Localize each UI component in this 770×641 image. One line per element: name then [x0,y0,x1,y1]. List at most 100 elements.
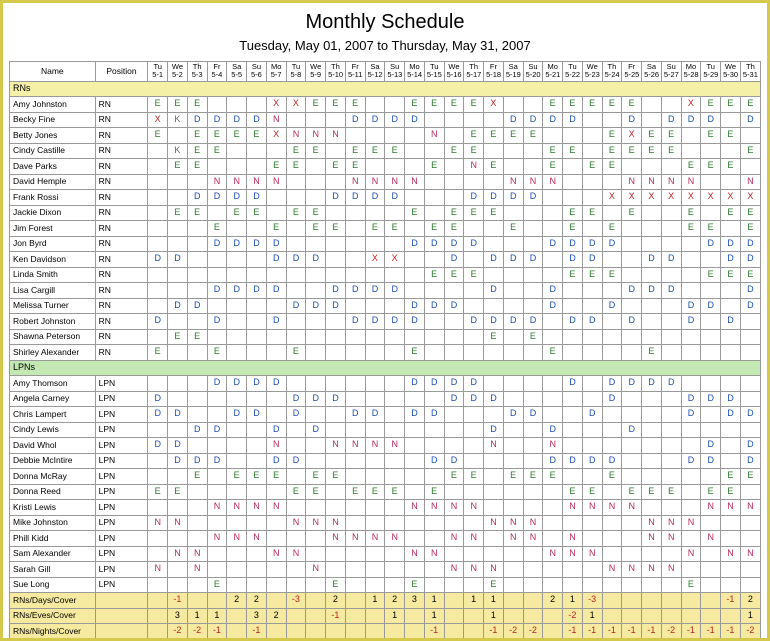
date-range: Tuesday, May 01, 2007 to Thursday, May 3… [9,38,761,53]
value-cell: E [464,205,484,221]
value-cell: N [464,159,484,175]
value-cell [286,608,306,624]
value-cell [227,267,247,283]
value-cell: D [602,453,622,469]
value-cell: D [701,298,721,314]
value-cell [464,407,484,423]
table-row: Dave ParksRNEEEEEEENEEEEEEE [10,159,761,175]
schedule-table: Name Position Tu5-1We5-2Th5-3Fr5-4Sa5-5S… [9,61,761,641]
value-cell: E [740,469,760,485]
value-cell [681,267,701,283]
table-body: RNsAmy JohnstonRNEEEXXEEEEEEEXEEEEEXEEEB… [10,81,761,641]
value-cell [642,422,662,438]
value-cell: E [721,97,741,113]
value-cell: N [642,174,662,190]
value-cell [543,314,563,330]
value-cell: N [266,112,286,128]
position-cell [95,593,148,609]
value-cell: D [424,236,444,252]
value-cell [385,500,405,516]
value-cell [148,469,168,485]
value-cell: E [503,221,523,237]
value-cell [563,391,583,407]
value-cell: D [424,376,444,392]
value-cell: N [503,515,523,531]
value-cell [266,267,286,283]
value-cell: N [365,438,385,454]
value-cell [365,624,385,640]
value-cell [424,112,444,128]
value-cell [582,391,602,407]
value-cell: E [326,469,346,485]
value-cell [661,608,681,624]
table-row: Lisa CargillRNDDDDDDDDDDDDDD [10,283,761,299]
value-cell: E [207,221,227,237]
value-cell: N [187,562,207,578]
position-cell: LPN [95,484,148,500]
position-cell: RN [95,174,148,190]
value-cell: X [484,97,504,113]
value-cell: D [148,407,168,423]
value-cell [247,453,267,469]
value-cell [326,143,346,159]
value-cell: N [247,531,267,547]
value-cell [721,562,741,578]
value-cell [345,391,365,407]
value-cell: N [464,500,484,516]
value-cell [345,469,365,485]
value-cell [187,345,207,361]
day-header: Sa5-12 [365,62,385,82]
value-cell [326,345,346,361]
table-row: Cindy CastilleRNKEEEEEEEEEEEEEEEE [10,143,761,159]
value-cell: E [602,159,622,175]
table-row: David HempleRNNNNNNNNNNNNNNNNN [10,174,761,190]
value-cell [424,329,444,345]
value-cell: E [187,128,207,144]
value-cell: N [701,531,721,547]
value-cell: X [622,190,642,206]
value-cell: X [148,112,168,128]
day-header: Fr5-4 [207,62,227,82]
value-cell [148,546,168,562]
value-cell [740,314,760,330]
position-cell: RN [95,236,148,252]
value-cell [661,298,681,314]
value-cell [543,190,563,206]
value-cell: D [286,453,306,469]
value-cell: D [306,391,326,407]
value-cell: D [227,376,247,392]
value-cell: D [523,190,543,206]
value-cell [721,221,741,237]
value-cell: E [642,128,662,144]
value-cell: E [642,345,662,361]
value-cell: N [622,174,642,190]
day-header: Th5-3 [187,62,207,82]
name-cell: RNs/Nights/Cover [10,624,96,640]
value-cell [523,577,543,593]
value-cell [681,128,701,144]
value-cell: D [740,453,760,469]
value-cell: E [306,205,326,221]
value-cell: N [227,500,247,516]
value-cell: N [326,531,346,547]
value-cell: D [405,376,425,392]
value-cell [266,143,286,159]
name-cell: Sarah Gill [10,562,96,578]
name-cell: Amy Johnston [10,97,96,113]
day-header: Sa5-26 [642,62,662,82]
value-cell [405,515,425,531]
value-cell: D [681,453,701,469]
value-cell [187,577,207,593]
value-cell [523,97,543,113]
value-cell: E [484,329,504,345]
value-cell [227,515,247,531]
value-cell [207,267,227,283]
value-cell [622,546,642,562]
name-cell: Mike Johnston [10,515,96,531]
name-cell: Melissa Turner [10,298,96,314]
value-cell [247,515,267,531]
value-cell [701,608,721,624]
value-cell: E [148,97,168,113]
value-cell: E [602,469,622,485]
value-cell: E [523,128,543,144]
